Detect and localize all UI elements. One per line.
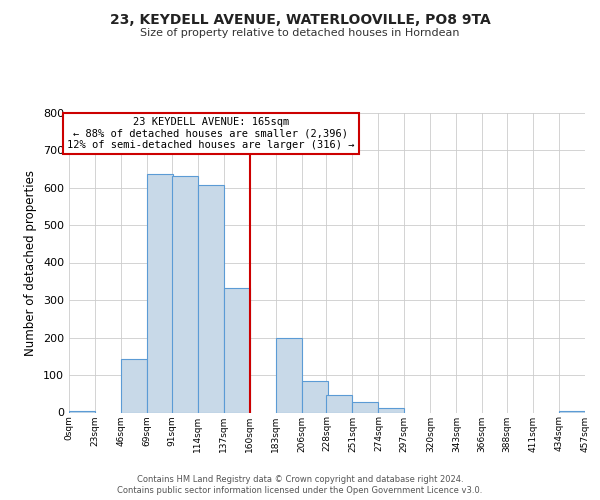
Bar: [198, 184, 224, 412]
Bar: [275, 338, 302, 412]
Bar: [147, 174, 173, 412]
Bar: [224, 288, 250, 412]
Text: Contains public sector information licensed under the Open Government Licence v3: Contains public sector information licen…: [118, 486, 482, 495]
Y-axis label: Number of detached properties: Number of detached properties: [25, 170, 37, 356]
Bar: [379, 408, 404, 412]
Bar: [121, 359, 147, 412]
Text: 23 KEYDELL AVENUE: 165sqm
← 88% of detached houses are smaller (2,396)
12% of se: 23 KEYDELL AVENUE: 165sqm ← 88% of detac…: [67, 117, 355, 150]
Bar: [352, 402, 379, 412]
Bar: [302, 381, 328, 412]
Text: Size of property relative to detached houses in Horndean: Size of property relative to detached ho…: [140, 28, 460, 38]
Text: Contains HM Land Registry data © Crown copyright and database right 2024.: Contains HM Land Registry data © Crown c…: [137, 475, 463, 484]
Text: 23, KEYDELL AVENUE, WATERLOOVILLE, PO8 9TA: 23, KEYDELL AVENUE, WATERLOOVILLE, PO8 9…: [110, 12, 490, 26]
Bar: [69, 411, 95, 412]
Bar: [326, 395, 352, 412]
Bar: [172, 176, 198, 412]
